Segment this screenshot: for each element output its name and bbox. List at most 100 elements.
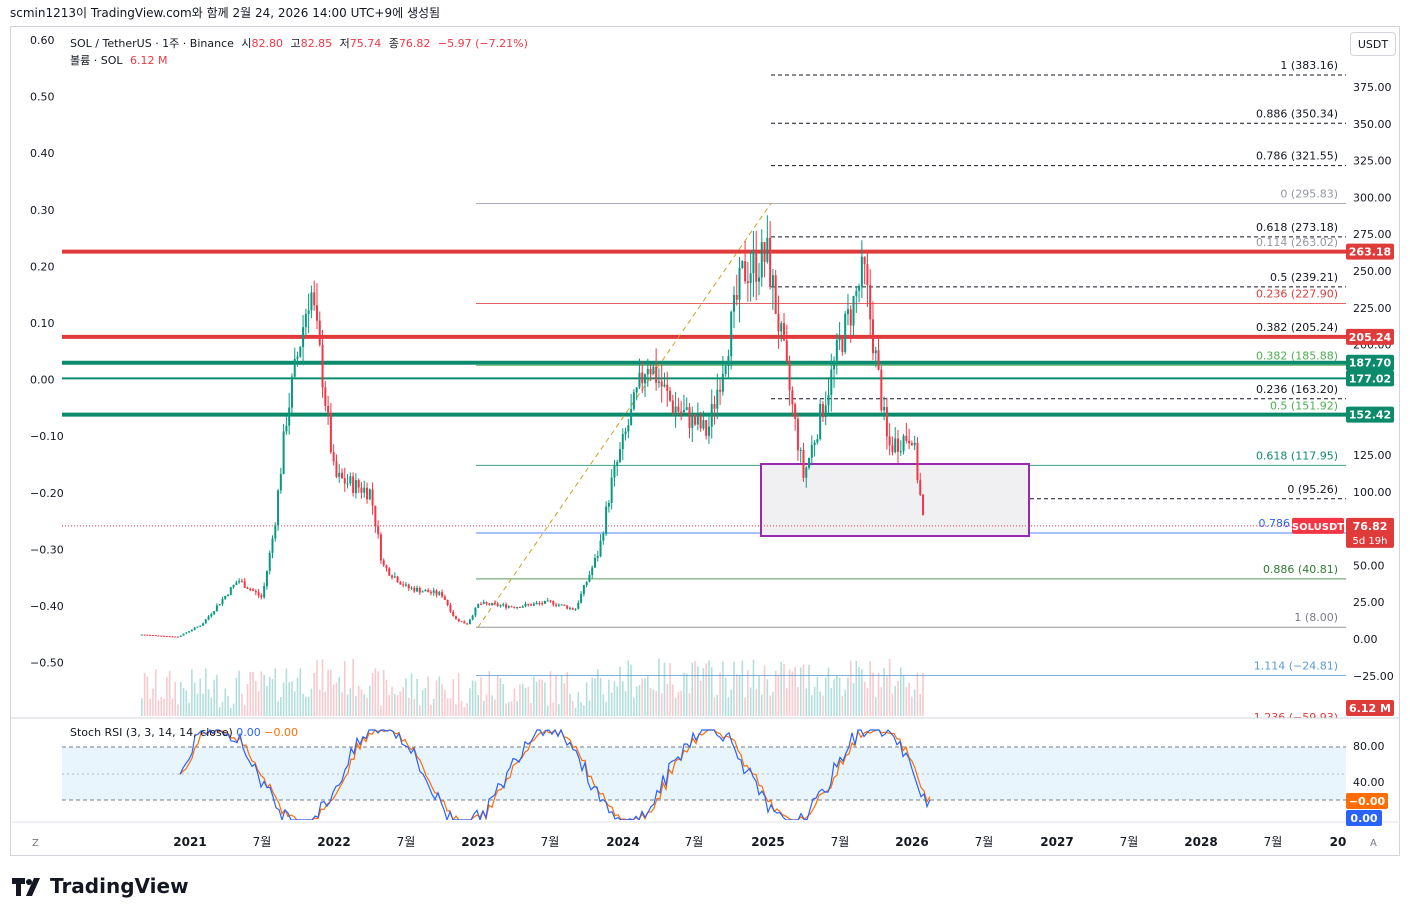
left-axis-tick: −0.50 bbox=[30, 657, 64, 670]
candle-body bbox=[833, 360, 836, 370]
volume-bar bbox=[491, 695, 493, 716]
volume-bar bbox=[783, 663, 785, 716]
volume-label[interactable]: 볼륨 · SOL bbox=[70, 54, 123, 67]
left-axis-tick: 0.30 bbox=[30, 204, 55, 217]
volume-bar bbox=[166, 677, 168, 716]
left-axis-tick: 0.20 bbox=[30, 260, 55, 273]
chart-frame bbox=[10, 26, 1400, 856]
currency-button[interactable]: USDT bbox=[1350, 32, 1396, 56]
stoch-k-line bbox=[179, 728, 931, 820]
candle-body bbox=[235, 582, 238, 585]
symbol-label[interactable]: SOL / TetherUS · 1주 · Binance bbox=[70, 37, 234, 50]
candle-body bbox=[457, 618, 460, 622]
timezone-icon[interactable]: Z bbox=[32, 838, 39, 849]
candle-body bbox=[821, 404, 824, 418]
candle-body bbox=[596, 556, 599, 558]
candle-body bbox=[482, 602, 485, 604]
candle-body bbox=[304, 313, 307, 328]
price-axis-tick: 350.00 bbox=[1353, 118, 1392, 131]
fib-trend-line[interactable] bbox=[477, 203, 772, 628]
symbol-tag[interactable] bbox=[1292, 517, 1344, 534]
candle-body bbox=[719, 389, 722, 392]
candle-body bbox=[388, 568, 391, 576]
candle-body bbox=[521, 606, 524, 608]
price-level-tag[interactable] bbox=[1346, 243, 1394, 260]
time-axis-tick: 7월 bbox=[831, 835, 850, 849]
candle-body bbox=[574, 608, 577, 610]
volume-bar bbox=[594, 678, 596, 716]
stoch-d-tag[interactable] bbox=[1346, 793, 1388, 809]
candle-body bbox=[413, 587, 416, 592]
volume-bar bbox=[897, 681, 899, 716]
candle-body bbox=[546, 600, 549, 602]
candle-body bbox=[268, 552, 271, 571]
candle-body bbox=[246, 587, 249, 589]
last-price-tag[interactable] bbox=[1346, 517, 1394, 548]
time-axis-tick: 20 bbox=[1330, 835, 1347, 849]
price-axis-tick: 50.00 bbox=[1353, 559, 1385, 572]
auto-scale-icon[interactable]: A bbox=[1370, 838, 1377, 849]
volume-bar bbox=[521, 683, 524, 716]
volume-bar bbox=[786, 688, 788, 716]
volume-tag[interactable] bbox=[1346, 700, 1394, 716]
volume-bar bbox=[841, 695, 844, 716]
price-level-tag[interactable] bbox=[1346, 328, 1394, 345]
volume-bar bbox=[355, 695, 357, 716]
volume-bar bbox=[855, 660, 858, 716]
volume-bar bbox=[911, 696, 913, 716]
volume-legend: 볼륨 · SOL 6.12 M bbox=[70, 52, 171, 68]
candle-body bbox=[635, 387, 638, 393]
fib-retracement-label: 0.886 (40.81) bbox=[1263, 563, 1338, 576]
price-level-tag[interactable] bbox=[1346, 406, 1394, 423]
candle-body bbox=[741, 261, 744, 269]
volume-bar bbox=[330, 669, 332, 716]
volume-bar bbox=[780, 662, 783, 716]
candle-body bbox=[318, 320, 321, 345]
volume-bar bbox=[599, 677, 602, 716]
volume-bar bbox=[708, 660, 710, 716]
volume-bar bbox=[310, 688, 313, 716]
candle-body bbox=[196, 626, 199, 628]
candle-body bbox=[557, 604, 560, 606]
volume-bar bbox=[419, 705, 421, 716]
candle-body bbox=[496, 603, 499, 606]
fib-extension-label: 0.236 (163.20) bbox=[1256, 383, 1338, 396]
candle-body bbox=[463, 621, 466, 624]
volume-bar bbox=[571, 700, 574, 716]
open-label: 시 bbox=[241, 37, 252, 50]
candle-body bbox=[682, 409, 685, 413]
volume-bar bbox=[177, 704, 179, 716]
volume-bar bbox=[624, 691, 627, 716]
candle-body bbox=[368, 489, 371, 500]
candle-body bbox=[644, 374, 647, 384]
volume-bar bbox=[811, 695, 813, 716]
stoch-rsi-legend[interactable]: Stoch RSI (3, 3, 14, 14, close) 0.00 −0.… bbox=[70, 726, 298, 739]
stoch-k-tag[interactable] bbox=[1346, 810, 1382, 826]
volume-bar bbox=[230, 707, 232, 716]
volume-bar bbox=[154, 669, 157, 716]
zone-rectangle[interactable] bbox=[760, 463, 1030, 537]
fib-retracement-label: 0.786 bbox=[1259, 517, 1291, 530]
volume-bar bbox=[168, 670, 171, 716]
volume-bars bbox=[141, 658, 924, 716]
volume-bar bbox=[513, 688, 516, 716]
volume-bar bbox=[685, 673, 688, 716]
volume-bar bbox=[277, 701, 279, 716]
candle-body bbox=[732, 295, 735, 312]
candle-body bbox=[176, 636, 179, 638]
candle-body bbox=[752, 251, 755, 274]
candle-body bbox=[810, 445, 813, 458]
open-value: 82.80 bbox=[251, 37, 284, 50]
volume-tag-text: 6.12 M bbox=[1349, 702, 1391, 715]
price-level-tag[interactable] bbox=[1346, 370, 1394, 387]
candle-body bbox=[744, 261, 747, 282]
candle-body bbox=[327, 405, 330, 413]
candle-body bbox=[730, 311, 733, 357]
volume-bar bbox=[596, 669, 599, 716]
price-level-tag[interactable] bbox=[1346, 354, 1394, 371]
volume-bar bbox=[318, 689, 321, 716]
candle-body bbox=[632, 392, 635, 409]
candle-body bbox=[552, 600, 555, 605]
volume-bar bbox=[744, 697, 746, 716]
